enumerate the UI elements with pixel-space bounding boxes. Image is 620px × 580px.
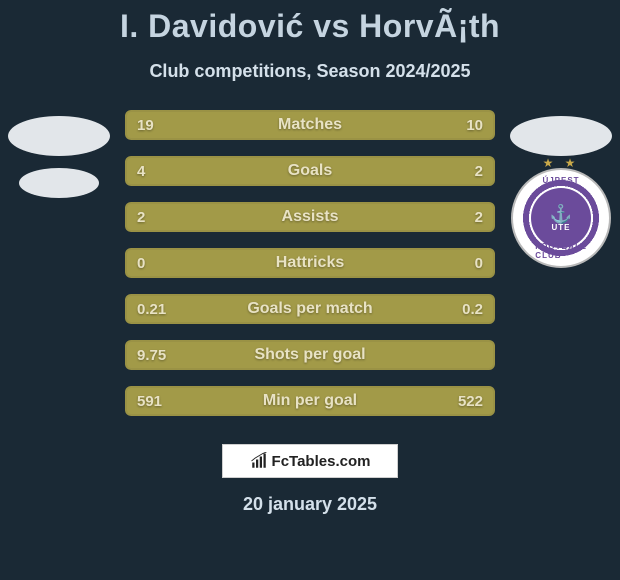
stat-row: 591 Min per goal 522 <box>125 386 495 416</box>
stat-row: 4 Goals 2 <box>125 156 495 186</box>
brand-text: FcTables.com <box>272 453 371 470</box>
stat-left-value: 0 <box>137 255 145 272</box>
stat-right-value: 0 <box>475 255 483 272</box>
stat-label: Goals <box>288 162 332 180</box>
stat-left-value: 4 <box>137 163 145 180</box>
stat-right-value: 2 <box>475 163 483 180</box>
stat-left-value: 2 <box>137 209 145 226</box>
player-left-column <box>8 116 110 210</box>
player-right-avatar-placeholder <box>510 116 612 156</box>
stat-left-value: 19 <box>137 117 154 134</box>
stat-left-value: 0.21 <box>137 301 166 318</box>
badge-text: UTE <box>552 223 571 232</box>
stat-label: Matches <box>278 116 342 134</box>
badge-inner: ⚓ UTE <box>531 188 591 248</box>
stat-row: 19 Matches 10 <box>125 110 495 140</box>
badge-ring: ÚJPEST ⚓ UTE FOOTBALL CLUB <box>511 168 611 268</box>
anchor-icon: ⚓ <box>550 205 572 223</box>
stat-row: 0 Hattricks 0 <box>125 248 495 278</box>
stat-right-value: 10 <box>466 117 483 134</box>
stat-left-value: 591 <box>137 393 162 410</box>
stat-right-value: 522 <box>458 393 483 410</box>
stat-right-value: 0.2 <box>462 301 483 318</box>
player-right-club-badge: ★ ★ ÚJPEST ⚓ UTE FOOTBALL CLUB <box>511 168 611 268</box>
page-title: I. Davidović vs HorvÃ¡th <box>0 0 620 45</box>
subtitle: Club competitions, Season 2024/2025 <box>0 61 620 82</box>
brand-chart-icon <box>250 452 268 470</box>
player-right-column: ★ ★ ÚJPEST ⚓ UTE FOOTBALL CLUB <box>510 116 612 268</box>
brand-box: FcTables.com <box>222 444 398 478</box>
stat-right-value: 2 <box>475 209 483 226</box>
stats-container: 19 Matches 10 4 Goals 2 2 Assists 2 0 Hattricks 0 0.… <box>125 110 495 416</box>
player-left-avatar-placeholder <box>8 116 110 156</box>
player-left-club-placeholder <box>19 168 99 198</box>
stat-label: Assists <box>282 208 339 226</box>
stat-label: Hattricks <box>276 254 344 272</box>
date-line: 20 january 2025 <box>0 494 620 515</box>
stat-label: Min per goal <box>263 392 357 410</box>
badge-caption-top: ÚJPEST <box>542 176 579 185</box>
stat-label: Goals per match <box>247 300 372 318</box>
badge-caption-bottom: FOOTBALL CLUB <box>535 242 586 260</box>
stat-row: 2 Assists 2 <box>125 202 495 232</box>
stat-left-value: 9.75 <box>137 347 166 364</box>
stat-row: 0.21 Goals per match 0.2 <box>125 294 495 324</box>
stat-row: 9.75 Shots per goal <box>125 340 495 370</box>
stat-label: Shots per goal <box>254 346 365 364</box>
